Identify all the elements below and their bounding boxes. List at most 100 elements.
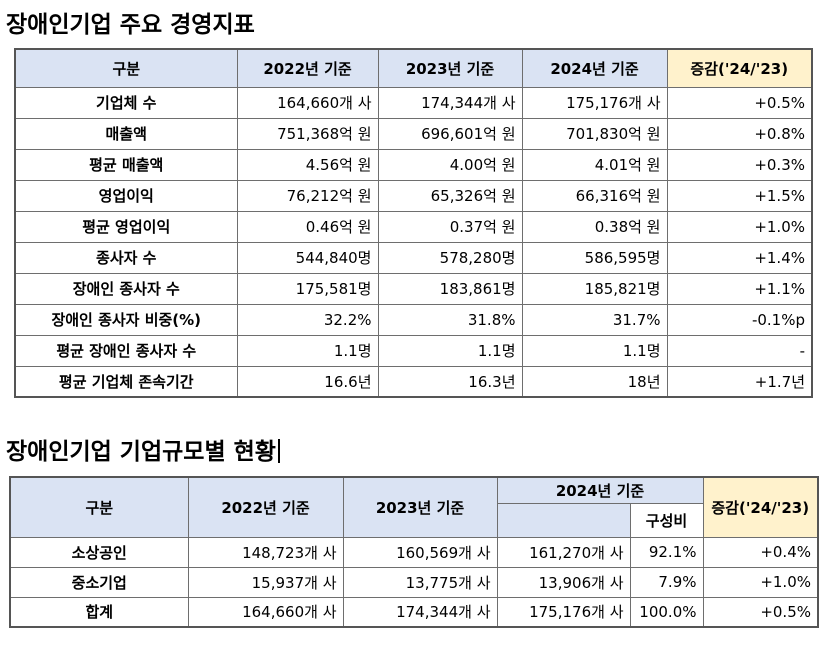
- cell-2023: 65,326억 원: [377, 179, 523, 212]
- row-label: 장애인 종사자 수: [14, 272, 238, 305]
- table-header-row: 구분 2022년 기준 2023년 기준 2024년 기준 증감('24/'23…: [14, 48, 813, 88]
- row-label: 평균 기업체 존속기간: [14, 365, 238, 398]
- cell-2024: 1.1명: [521, 334, 668, 367]
- size-status-table: 구분 2022년 기준 2023년 기준 2024년 기준 증감('24/'23…: [9, 476, 819, 628]
- cell-2022: 164,660개 사: [187, 596, 344, 628]
- cell-2023: 0.37억 원: [377, 210, 523, 243]
- table-row: 종사자 수 544,840명 578,280명 586,595명 +1.4%: [14, 241, 813, 274]
- cell-2023: 578,280명: [377, 241, 523, 274]
- table-row: 평균 기업체 존속기간 16.6년 16.3년 18년 +1.7년: [14, 365, 813, 398]
- header-category: 구분: [9, 476, 189, 538]
- cell-2024: 175,176개 사: [496, 596, 631, 628]
- section-title-main-indicators: 장애인기업 주요 경영지표: [6, 5, 255, 39]
- cell-2023: 16.3년: [377, 365, 523, 398]
- cell-share: 7.9%: [629, 566, 704, 598]
- header-change: 증감('24/'23): [666, 48, 813, 88]
- row-label: 기업체 수: [14, 86, 238, 119]
- cell-change: +1.4%: [666, 241, 813, 274]
- cell-change: +0.8%: [666, 117, 813, 150]
- header-share: 구성비: [629, 502, 704, 538]
- cell-2022: 0.46억 원: [236, 210, 379, 243]
- cell-change: +1.0%: [666, 210, 813, 243]
- row-label: 장애인 종사자 비중(%): [14, 303, 238, 336]
- row-label: 소상공인: [9, 536, 189, 568]
- cell-2022: 15,937개 사: [187, 566, 344, 598]
- cell-2022: 175,581명: [236, 272, 379, 305]
- cell-2024: 185,821명: [521, 272, 668, 305]
- header-2024-blank: [496, 502, 630, 537]
- cell-2022: 544,840명: [236, 241, 379, 274]
- main-indicators-table: 구분 2022년 기준 2023년 기준 2024년 기준 증감('24/'23…: [14, 48, 813, 398]
- cell-2024: 0.38억 원: [521, 210, 668, 243]
- cell-change: +0.5%: [666, 86, 813, 119]
- cell-2022: 751,368억 원: [236, 117, 379, 150]
- table-subheader-row: 구성비: [10, 502, 818, 538]
- cell-2024: 586,595명: [521, 241, 668, 274]
- row-label: 평균 영업이익: [14, 210, 238, 243]
- table-row: 매출액 751,368억 원 696,601억 원 701,830억 원 +0.…: [14, 117, 813, 150]
- cell-change: +1.0%: [702, 566, 819, 598]
- cell-2023: 174,344개 사: [342, 596, 498, 628]
- cell-share: 100.0%: [629, 596, 704, 628]
- header-2022: 2022년 기준: [236, 48, 379, 88]
- row-label: 중소기업: [9, 566, 189, 598]
- cell-2024: 701,830억 원: [521, 117, 668, 150]
- table-row: 중소기업 15,937개 사 13,775개 사 13,906개 사 7.9% …: [9, 566, 819, 598]
- row-label: 영업이익: [14, 179, 238, 212]
- cell-2023: 1.1명: [377, 334, 523, 367]
- cell-change: -: [666, 334, 813, 367]
- table-row: 장애인 종사자 수 175,581명 183,861명 185,821명 +1.…: [14, 272, 813, 305]
- cell-2023: 183,861명: [377, 272, 523, 305]
- table-row: 소상공인 148,723개 사 160,569개 사 161,270개 사 92…: [9, 536, 819, 568]
- row-label: 평균 장애인 종사자 수: [14, 334, 238, 367]
- header-2024: 2024년 기준: [521, 48, 668, 88]
- text-cursor: [277, 439, 280, 463]
- cell-2022: 16.6년: [236, 365, 379, 398]
- cell-share: 92.1%: [629, 536, 704, 568]
- cell-change: -0.1%p: [666, 303, 813, 336]
- cell-2023: 13,775개 사: [342, 566, 498, 598]
- cell-2024: 66,316억 원: [521, 179, 668, 212]
- cell-change: +1.7년: [666, 365, 813, 398]
- cell-change: +0.5%: [702, 596, 819, 628]
- header-change: 증감('24/'23): [702, 476, 819, 538]
- cell-change: +1.5%: [666, 179, 813, 212]
- row-label: 평균 매출액: [14, 148, 238, 181]
- header-2023: 2023년 기준: [342, 476, 498, 538]
- table-row: 평균 매출액 4.56억 원 4.00억 원 4.01억 원 +0.3%: [14, 148, 813, 181]
- cell-change: +1.1%: [666, 272, 813, 305]
- table-row: 장애인 종사자 비중(%) 32.2% 31.8% 31.7% -0.1%p: [14, 303, 813, 336]
- cell-2023: 696,601억 원: [377, 117, 523, 150]
- cell-2024: 18년: [521, 365, 668, 398]
- cell-2022: 4.56억 원: [236, 148, 379, 181]
- cell-2024: 4.01억 원: [521, 148, 668, 181]
- cell-2023: 174,344개 사: [377, 86, 523, 119]
- table-row: 기업체 수 164,660개 사 174,344개 사 175,176개 사 +…: [14, 86, 813, 119]
- section-title-size-status: 장애인기업 기업규모별 현황: [6, 432, 280, 466]
- table-row: 영업이익 76,212억 원 65,326억 원 66,316억 원 +1.5%: [14, 179, 813, 212]
- cell-2022: 1.1명: [236, 334, 379, 367]
- cell-change: +0.3%: [666, 148, 813, 181]
- cell-2024: 13,906개 사: [496, 566, 631, 598]
- header-2023: 2023년 기준: [377, 48, 523, 88]
- row-label: 합계: [9, 596, 189, 628]
- table-header-row: 구분 2022년 기준 2023년 기준 2024년 기준 증감('24/'23…: [9, 476, 819, 538]
- cell-2022: 32.2%: [236, 303, 379, 336]
- cell-2022: 148,723개 사: [187, 536, 344, 568]
- section-title-text: 장애인기업 기업규모별 현황: [6, 438, 276, 465]
- cell-change: +0.4%: [702, 536, 819, 568]
- cell-2024: 175,176개 사: [521, 86, 668, 119]
- header-2024: 2024년 기준: [496, 476, 704, 504]
- row-label: 매출액: [14, 117, 238, 150]
- table-row: 평균 영업이익 0.46억 원 0.37억 원 0.38억 원 +1.0%: [14, 210, 813, 243]
- cell-2024: 31.7%: [521, 303, 668, 336]
- cell-2022: 164,660개 사: [236, 86, 379, 119]
- cell-2023: 4.00억 원: [377, 148, 523, 181]
- cell-2023: 160,569개 사: [342, 536, 498, 568]
- cell-2024: 161,270개 사: [496, 536, 631, 568]
- section-title-text: 장애인기업 주요 경영지표: [6, 11, 255, 38]
- table-row: 평균 장애인 종사자 수 1.1명 1.1명 1.1명 -: [14, 334, 813, 367]
- cell-2022: 76,212억 원: [236, 179, 379, 212]
- cell-2023: 31.8%: [377, 303, 523, 336]
- row-label: 종사자 수: [14, 241, 238, 274]
